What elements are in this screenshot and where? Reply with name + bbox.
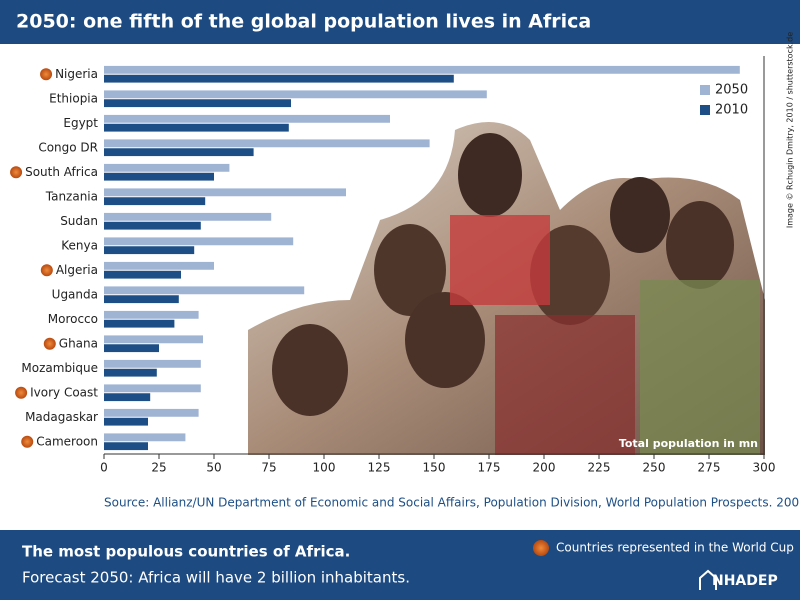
bar: [104, 221, 201, 230]
x-tick-label: 125: [368, 461, 391, 475]
bar: [104, 408, 199, 417]
x-tick-label: 0: [100, 461, 108, 475]
x-axis-label: Total population in mn: [619, 437, 758, 450]
photo: [248, 122, 765, 455]
y-tick-label: Cameroon: [36, 434, 98, 448]
bar: [104, 74, 454, 83]
source: Source: Allianz/UN Department of Economi…: [104, 496, 800, 510]
bar: [104, 212, 272, 221]
y-tick-label: Congo DR: [38, 140, 98, 154]
world-cup-icon: [40, 264, 53, 277]
y-tick-label: Algeria: [56, 263, 98, 277]
world-cup-icon: [10, 166, 23, 179]
brand-icon: [699, 569, 717, 590]
bar: [104, 393, 151, 402]
bar: [104, 123, 289, 132]
x-tick-label: 200: [533, 461, 556, 475]
bar: [104, 139, 430, 148]
world-cup-icon: [15, 386, 28, 399]
bar: [104, 270, 181, 279]
y-tick-label: South Africa: [25, 165, 98, 179]
bar: [104, 197, 206, 206]
header-band: [0, 0, 800, 44]
brand: NHADEP: [712, 573, 778, 589]
x-tick-label: 150: [423, 461, 446, 475]
bar: [104, 344, 159, 353]
world-cup-icon: [40, 68, 53, 81]
footer-title: The most populous countries of Africa.: [22, 543, 350, 561]
y-tick-label: Madagaskar: [25, 410, 98, 424]
x-tick-label: 25: [151, 461, 166, 475]
bar: [104, 295, 179, 304]
y-tick-label: Kenya: [61, 238, 98, 252]
bar: [104, 384, 201, 393]
y-tick-label: Morocco: [48, 312, 98, 326]
bar: [104, 335, 203, 344]
bar: [104, 442, 148, 451]
bar: [104, 359, 201, 368]
bar: [104, 368, 157, 377]
bar: [104, 261, 214, 270]
y-tick-label: Mozambique: [21, 361, 98, 375]
x-tick-label: 275: [698, 461, 721, 475]
bar: [104, 65, 740, 74]
y-tick-label: Nigeria: [55, 67, 98, 81]
bar: [104, 237, 294, 246]
footer-band: [0, 530, 800, 600]
y-tick-label: Uganda: [52, 287, 98, 301]
legend-label: 2010: [715, 103, 748, 118]
bar: [104, 319, 175, 328]
legend-swatch: [700, 85, 710, 95]
bar: [104, 417, 148, 426]
y-tick-label: Ethiopia: [49, 91, 98, 105]
x-tick-label: 75: [261, 461, 276, 475]
x-tick-label: 175: [478, 461, 501, 475]
image-credit: Image © Rchugin Dmitry, 2010 / shutterst…: [786, 32, 795, 228]
bar: [104, 172, 214, 181]
bar: [104, 114, 390, 123]
world-cup-note: Countries represented in the World Cup: [556, 541, 794, 555]
bar: [104, 310, 199, 319]
x-tick-label: 225: [588, 461, 611, 475]
bar: [104, 246, 195, 255]
bar: [104, 148, 254, 157]
world-cup-icon: [43, 337, 56, 350]
y-tick-label: Tanzania: [45, 189, 98, 203]
x-tick-label: 300: [753, 461, 776, 475]
chart-title: 2050: one fifth of the global population…: [16, 11, 591, 33]
x-tick-label: 100: [313, 461, 336, 475]
y-tick-label: Sudan: [60, 214, 98, 228]
bar: [104, 188, 346, 197]
bar: [104, 433, 186, 442]
legend-label: 2050: [715, 83, 748, 98]
legend-swatch: [700, 105, 710, 115]
y-tick-label: Ghana: [59, 336, 98, 350]
bar: [104, 286, 305, 295]
y-tick-label: Egypt: [63, 116, 98, 130]
x-tick-label: 250: [643, 461, 666, 475]
x-tick-label: 50: [206, 461, 221, 475]
world-cup-icon: [533, 540, 549, 556]
bar: [104, 163, 230, 172]
world-cup-icon: [21, 435, 34, 448]
bar: [104, 90, 487, 99]
bar: [104, 99, 291, 108]
y-tick-label: Ivory Coast: [30, 385, 98, 399]
footer-text: Forecast 2050: Africa will have 2 billio…: [22, 569, 410, 587]
